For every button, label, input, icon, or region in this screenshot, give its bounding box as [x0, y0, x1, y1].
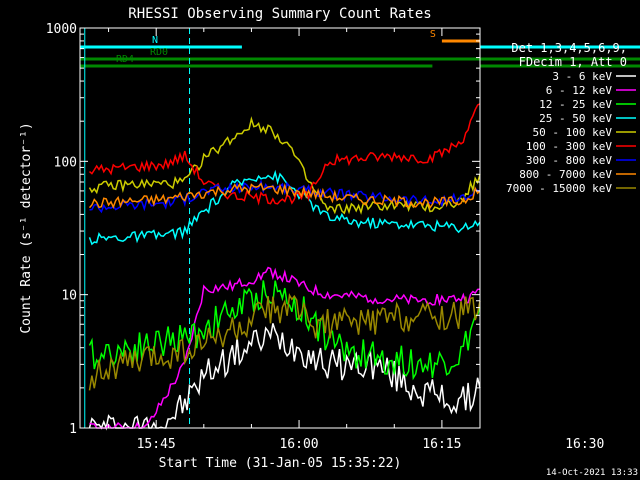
y-tick-label: 10: [61, 289, 77, 304]
legend-entry-12-25-kev: 12 - 25 keV: [539, 98, 612, 111]
flag-label-n: N: [152, 35, 158, 46]
flag-label-s: S: [430, 29, 436, 40]
flag-label-rd0: RD0: [150, 47, 168, 58]
x-tick-label: 16:30: [565, 437, 604, 452]
series-line-300-800-kev: [89, 178, 481, 214]
legend-entry-7000-15000-kev: 7000 - 15000 keV: [506, 182, 612, 195]
x-tick-label: 15:45: [137, 437, 176, 452]
plot-frame: [79, 27, 481, 429]
series-line-7000-15000-kev: [88, 293, 481, 391]
series-line-50-100-kev: [88, 116, 481, 215]
legend-entry-25-50-kev: 25 - 50 keV: [539, 112, 612, 125]
series-line-3-6-kev: [88, 323, 481, 431]
y-axis: 1 10 100 1000: [46, 22, 480, 437]
legend: Det 1,3,4,5,6,9,FDecim 1, Att 03 - 6 keV…: [506, 41, 636, 195]
x-tick-label: 16:00: [279, 437, 318, 452]
legend-entry-50-100-kev: 50 - 100 keV: [533, 126, 613, 139]
series-lines: [88, 103, 481, 431]
series-line-12-25-kev: [88, 280, 481, 381]
y-tick-label: 100: [54, 155, 77, 170]
chart-title: RHESSI Observing Summary Count Rates: [128, 6, 431, 22]
y-tick-label: 1000: [46, 22, 77, 37]
legend-header: Det 1,3,4,5,6,9,: [511, 41, 627, 55]
x-axis-label: Start Time (31-Jan-05 15:35:22): [159, 456, 402, 471]
x-tick-label: 16:15: [422, 437, 461, 452]
legend-entry-6-12-kev: 6 - 12 keV: [546, 84, 613, 97]
legend-entry-100-300-kev: 100 - 300 keV: [526, 140, 612, 153]
legend-entry-800-7000-kev: 800 - 7000 keV: [519, 168, 612, 181]
legend-entry-3-6-kev: 3 - 6 keV: [552, 70, 612, 83]
flag-label-rd4: RD4: [116, 54, 134, 65]
timestamp: 14-Oct-2021 13:33: [546, 468, 638, 478]
legend-entry-300-800-kev: 300 - 800 keV: [526, 154, 612, 167]
y-axis-label: Count Rate (s⁻¹ detector⁻¹): [19, 122, 34, 333]
legend-header: FDecim 1, Att 0: [519, 55, 627, 69]
series-line-100-300-kev: [89, 103, 481, 206]
series-line-800-7000-kev: [88, 182, 481, 210]
y-tick-label: 1: [69, 422, 77, 437]
series-line-25-50-kev: [88, 169, 481, 246]
series-line-6-12-kev: [89, 266, 481, 429]
